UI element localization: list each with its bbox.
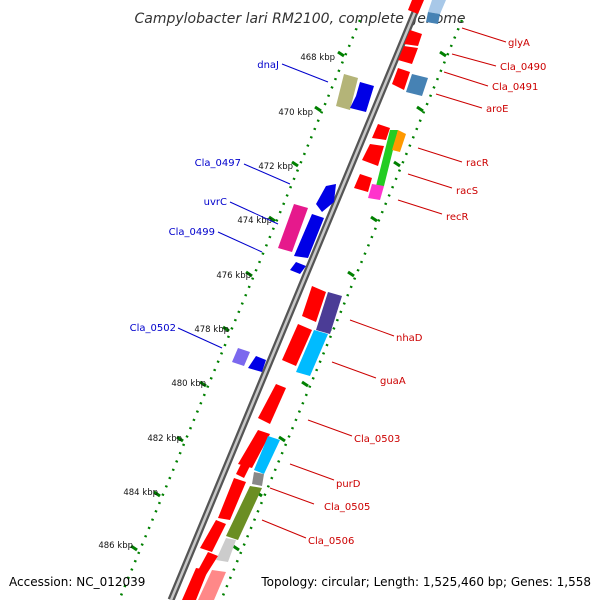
gene-label-cla0491: Cla_0491 <box>492 82 538 93</box>
gene-feature <box>372 124 390 140</box>
accession-text: Accession: NC_012039 <box>9 575 145 589</box>
gene-feature <box>296 330 328 376</box>
gene-label-guaA: guaA <box>380 376 406 387</box>
left-labels: dnaJ Cla_0497 uvrC Cla_0499 Cla_0502 <box>130 60 329 349</box>
gene-label-purD: purD <box>336 479 361 490</box>
gene-feature <box>252 472 264 486</box>
gene-feature <box>350 82 374 112</box>
genome-stats-text: Topology: circular; Length: 1,525,460 bp… <box>260 575 591 589</box>
tick-label: 480 kbp <box>171 379 206 389</box>
gene-feature <box>232 348 250 366</box>
gene-feature <box>290 262 306 274</box>
gene-label-racR: racR <box>466 158 489 169</box>
gene-feature <box>398 46 418 64</box>
gene-feature <box>218 478 246 520</box>
gene-feature <box>316 292 342 334</box>
gene-feature <box>282 324 312 366</box>
tick-label: 470 kbp <box>278 108 313 118</box>
gene-label-cla0503: Cla_0503 <box>354 434 400 445</box>
gene-label-uvrC: uvrC <box>204 197 227 208</box>
gene-feature <box>200 520 226 552</box>
tick-label: 472 kbp <box>258 162 293 172</box>
tick-label: 484 kbp <box>123 488 158 498</box>
tick-label: 486 kbp <box>98 541 133 551</box>
gene-feature <box>182 568 208 600</box>
gene-label-racS: racS <box>456 186 478 197</box>
gene-feature <box>238 430 270 468</box>
gene-feature <box>254 436 280 474</box>
gene-label-cla0502: Cla_0502 <box>130 323 176 334</box>
tick-label: 468 kbp <box>300 53 335 63</box>
gene-label-cla0490: Cla_0490 <box>500 62 546 73</box>
gene-feature <box>354 174 372 192</box>
tick-label: 482 kbp <box>147 434 182 444</box>
gene-feature <box>236 462 250 478</box>
genome-backbone-highlight <box>169 0 422 600</box>
gene-feature <box>226 486 262 540</box>
gene-feature <box>404 30 422 46</box>
tick-label: 476 kbp <box>216 271 251 281</box>
gene-label-aroE: aroE <box>486 104 508 115</box>
gene-feature <box>426 12 440 24</box>
genes-reverse <box>232 74 374 372</box>
gene-feature <box>408 0 424 14</box>
gene-label-cla0505: Cla_0505 <box>324 502 370 513</box>
gene-label-cla0499: Cla_0499 <box>169 227 215 238</box>
gene-feature <box>362 144 384 166</box>
gene-feature <box>406 74 428 96</box>
gene-feature <box>216 538 236 562</box>
right-labels: glyA Cla_0490 Cla_0491 aroE racR racS re… <box>261 27 546 547</box>
gene-label-glyA: glyA <box>508 38 530 49</box>
gene-feature <box>248 356 266 372</box>
gene-feature <box>368 184 384 200</box>
gene-feature <box>198 570 226 600</box>
tick-label: 474 kbp <box>237 216 272 226</box>
gene-label-recR: recR <box>446 212 469 223</box>
gene-feature <box>258 384 286 424</box>
gene-feature <box>376 130 398 186</box>
gene-feature <box>392 68 410 90</box>
gene-feature <box>294 214 324 258</box>
gene-feature <box>278 204 308 252</box>
gene-feature <box>392 130 406 152</box>
gene-label-cla0497: Cla_0497 <box>195 158 241 169</box>
map-title: Campylobacter lari RM2100, complete geno… <box>134 11 465 27</box>
gene-feature <box>336 74 358 110</box>
major-ticks <box>130 50 447 552</box>
tick-label: 478 kbp <box>194 325 229 335</box>
gene-feature <box>316 184 336 212</box>
gene-label-dnaJ: dnaJ <box>257 60 279 71</box>
gene-feature <box>302 286 326 322</box>
gene-label-cla0506: Cla_0506 <box>308 536 354 547</box>
gene-label-nhaD: nhaD <box>396 333 423 344</box>
gene-feature <box>428 0 446 14</box>
genes-forward <box>182 0 446 600</box>
